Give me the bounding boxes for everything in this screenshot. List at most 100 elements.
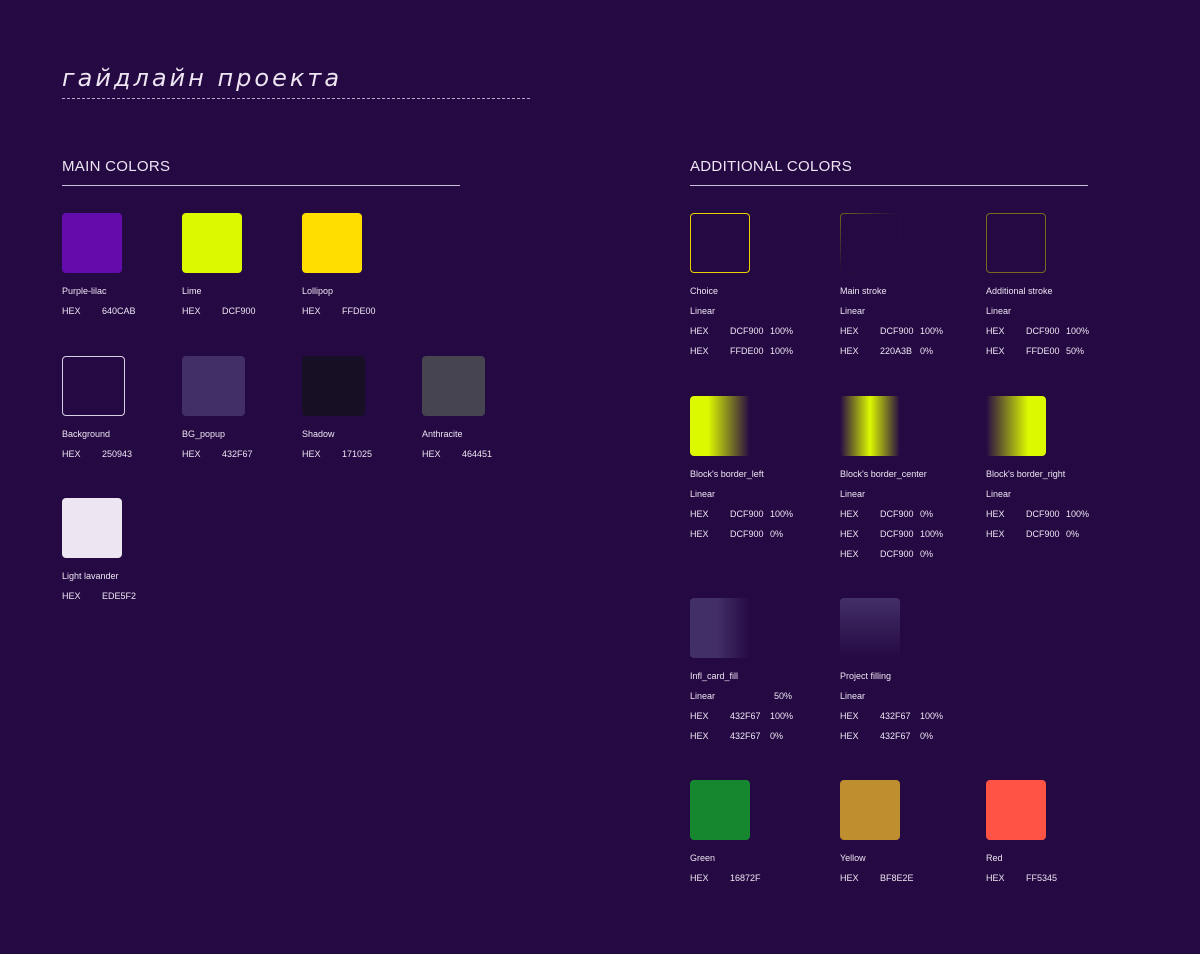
stop-opacity: 100% <box>920 326 944 336</box>
hex-label: HEX <box>840 731 859 741</box>
color-card-blocks-border-left: Block's border_left Linear HEX DCF900 100%… <box>690 396 793 539</box>
hex-label: HEX <box>690 346 709 356</box>
color-card-project-filling: Project filling Linear HEX 432F67 100% HEX… <box>840 598 943 741</box>
additional-colors-heading: ADDITIONAL COLORS <box>690 158 853 175</box>
hex-value: DCF900 <box>880 509 914 519</box>
title-divider <box>62 98 530 99</box>
color-swatch <box>840 396 900 456</box>
color-swatch <box>62 498 122 558</box>
additional-colors-divider <box>690 185 1088 186</box>
color-swatch <box>182 213 242 273</box>
color-card-choice: Choice Linear HEX DCF900 100% HEX FFDE00 100… <box>690 213 793 356</box>
gradient-type: Linear <box>840 306 866 316</box>
hex-value: DCF900 <box>1026 529 1060 539</box>
stop-opacity: 100% <box>770 346 794 356</box>
color-card-shadow: Shadow HEX 171025 <box>302 356 372 459</box>
hex-label: HEX <box>840 346 859 356</box>
hex-label: HEX <box>690 326 709 336</box>
color-card-lime: Lime HEX DCF900 <box>182 213 256 316</box>
stop-opacity: 100% <box>1066 326 1090 336</box>
gradient-type: Linear <box>690 306 716 316</box>
hex-label: HEX <box>62 449 81 459</box>
hex-value: 640CAB <box>102 306 136 316</box>
hex-value: DCF900 <box>880 326 914 336</box>
hex-value: 464451 <box>462 449 493 459</box>
gradient-type: Linear <box>840 489 866 499</box>
stop-opacity: 0% <box>920 509 934 519</box>
hex-value: 432F67 <box>880 711 911 721</box>
stop-opacity: 0% <box>920 346 934 356</box>
hex-label: HEX <box>182 306 201 316</box>
gradient-type: Linear <box>690 489 716 499</box>
color-swatch <box>840 598 900 658</box>
color-swatch <box>690 396 750 456</box>
hex-value: DCF900 <box>1026 326 1060 336</box>
gradient-type: Linear <box>690 691 716 701</box>
stop-opacity: 100% <box>770 326 794 336</box>
hex-label: HEX <box>182 449 201 459</box>
stop-opacity: 100% <box>1066 509 1090 519</box>
hex-label: HEX <box>690 711 709 721</box>
color-name: Red <box>986 853 1003 863</box>
color-swatch <box>182 356 245 416</box>
hex-value: DCF900 <box>1026 509 1060 519</box>
stop-opacity: 100% <box>770 509 794 519</box>
gradient-type: Linear <box>986 489 1012 499</box>
hex-value: 250943 <box>102 449 133 459</box>
hex-value: FFDE00 <box>1026 346 1060 356</box>
hex-label: HEX <box>302 449 321 459</box>
hex-label: HEX <box>986 326 1005 336</box>
hex-label: HEX <box>986 346 1005 356</box>
gradient-midpoint: 50% <box>774 691 793 701</box>
hex-value: FF5345 <box>1026 873 1058 883</box>
hex-label: HEX <box>840 529 859 539</box>
stop-opacity: 0% <box>770 529 784 539</box>
color-name: Lime <box>182 286 202 296</box>
hex-label: HEX <box>690 509 709 519</box>
hex-label: HEX <box>62 306 81 316</box>
color-card-yellow: Yellow HEX BF8E2E <box>840 780 914 883</box>
color-card-blocks-border-center: Block's border_center Linear HEX DCF900 0%… <box>840 396 943 559</box>
color-card-red: Red HEX FF5345 <box>986 780 1057 883</box>
color-name: Light lavander <box>62 571 119 581</box>
color-swatch <box>840 213 900 273</box>
color-swatch <box>986 780 1046 840</box>
hex-label: HEX <box>690 529 709 539</box>
main-colors-divider <box>62 185 460 186</box>
color-name: Additional stroke <box>986 286 1053 296</box>
hex-value: BF8E2E <box>880 873 914 883</box>
color-card-lollipop: Lollipop HEX FFDE00 <box>302 213 376 316</box>
hex-label: HEX <box>302 306 321 316</box>
stop-opacity: 0% <box>920 731 934 741</box>
hex-label: HEX <box>840 326 859 336</box>
color-name: Anthracite <box>422 429 463 439</box>
hex-label: HEX <box>690 731 709 741</box>
stop-opacity: 0% <box>770 731 784 741</box>
hex-label: HEX <box>840 509 859 519</box>
stop-opacity: 100% <box>770 711 794 721</box>
hex-value: 432F67 <box>222 449 253 459</box>
color-swatch <box>302 356 365 416</box>
color-name: Yellow <box>840 853 866 863</box>
color-swatch <box>302 213 362 273</box>
color-card-purple-lilac: Purple-lilac HEX 640CAB <box>62 213 136 316</box>
stop-opacity: 0% <box>920 549 934 559</box>
color-name: Block's border_left <box>690 469 764 479</box>
color-card-anthracite: Anthracite HEX 464451 <box>422 356 492 459</box>
stop-opacity: 0% <box>1066 529 1080 539</box>
color-name: Shadow <box>302 429 335 439</box>
color-swatch <box>690 213 750 273</box>
color-name: Block's border_center <box>840 469 927 479</box>
color-card-green: Green HEX 16872F <box>690 780 761 883</box>
color-name: BG_popup <box>182 429 226 439</box>
hex-label: HEX <box>986 509 1005 519</box>
page-title: гайдлайн проекта <box>62 64 343 92</box>
hex-value: FFDE00 <box>342 306 376 316</box>
gradient-type: Linear <box>986 306 1012 316</box>
color-card-infl-card-fill: Infl_card_fill Linear 50% HEX 432F67 100% H… <box>690 598 793 741</box>
color-card-bg-popup: BG_popup HEX 432F67 <box>182 356 253 459</box>
hex-value: 432F67 <box>880 731 911 741</box>
hex-label: HEX <box>840 711 859 721</box>
color-swatch <box>690 598 750 658</box>
hex-value: FFDE00 <box>730 346 764 356</box>
